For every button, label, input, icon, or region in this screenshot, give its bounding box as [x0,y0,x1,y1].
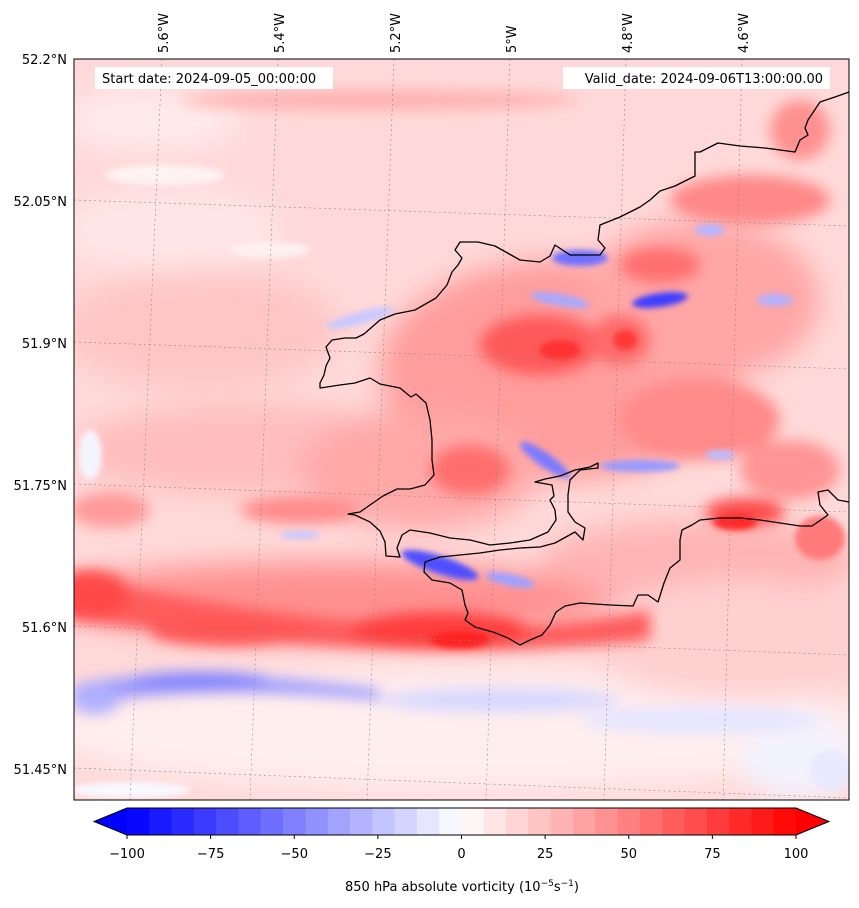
colorbar-band [394,808,418,835]
colorbar-band [573,808,596,835]
lat-label: 51.6°N [22,621,67,636]
latitude-labels: 52.2°N 52.05°N 51.9°N 51.75°N 51.6°N 51.… [14,53,67,778]
lon-label: 4.8°W [621,13,636,53]
colorbar-band [283,808,306,835]
colorbar-band [439,808,463,835]
graticule [74,59,849,800]
coastline [319,91,849,646]
colorbar-band [662,808,686,835]
colorbar-tick-label: 100 [784,847,809,862]
lat-label: 51.45°N [14,763,67,778]
colorbar-band [617,808,641,835]
colorbar-ticks: −100 −75 −50 −25 0 25 50 75 100 [109,835,808,862]
colorbar-band [506,808,529,835]
colorbar-band [327,808,351,835]
vorticity-field-details [74,165,849,798]
colorbar-band [773,808,797,835]
lat-label: 52.2°N [22,53,67,68]
colorbar-band [684,808,708,835]
lon-label: 5.6°W [157,13,172,53]
colorbar-tick-label: 75 [704,847,721,862]
colorbar-band [127,808,150,835]
colorbar-band [305,808,329,835]
colorbar-band [528,808,552,835]
colorbar-band [350,808,373,835]
valid-date-label: Valid_date: 2024-09-06T13:00:00.00 [585,72,823,87]
colorbar: −100 −75 −50 −25 0 25 50 75 100 850 hPa absolute… [92,807,831,895]
colorbar-band [706,808,730,835]
colorbar-band [238,808,262,835]
colorbar-band [171,808,195,835]
colorbar-band [729,808,752,835]
colorbar-max-extension [796,808,829,835]
colorbar-min-extension [94,808,127,835]
vorticity-field-features [74,90,840,734]
lon-label: 5.2°W [389,13,404,53]
colorbar-band [416,808,440,835]
longitude-labels: 5.6°W 5.4°W 5.2°W 5°W 4.8°W 4.6°W [157,13,752,53]
colorbar-band [260,808,284,835]
colorbar-band [550,808,574,835]
start-date-label: Start date: 2024-09-05_00:00:00 [102,72,316,87]
colorbar-tick-label: 0 [457,847,465,862]
colorbar-band [372,808,396,835]
lon-label: 4.6°W [737,13,752,53]
colorbar-tick-label: 50 [620,847,637,862]
colorbar-band [483,808,507,835]
vorticity-map: Start date: 2024-09-05_00:00:00 Valid_da… [74,59,849,800]
colorbar-band [639,808,663,835]
colorbar-tick-label: 25 [537,847,554,862]
lat-label: 52.05°N [14,195,67,210]
colorbar-label: 850 hPa absolute vorticity (10−5s−1) [345,879,579,895]
colorbar-band [595,808,619,835]
map-frame [73,58,850,801]
lon-label: 5.4°W [273,13,288,53]
colorbar-tick-label: −75 [197,847,224,862]
colorbar-tick-label: −100 [109,847,145,862]
colorbar-band [751,808,775,835]
colorbar-tick-label: −50 [281,847,308,862]
colorbar-tick-label: −25 [364,847,391,862]
colorbar-band [216,808,240,835]
lat-label: 51.75°N [14,479,67,494]
lat-label: 51.9°N [22,337,67,352]
colorbar-band [193,808,217,835]
lon-label: 5°W [505,25,520,53]
colorbar-band [149,808,173,835]
start-date-annotation: Start date: 2024-09-05_00:00:00 [95,67,333,89]
colorbar-bands [127,808,797,835]
colorbar-band [461,808,485,835]
valid-date-annotation: Valid_date: 2024-09-06T13:00:00.00 [563,67,830,89]
